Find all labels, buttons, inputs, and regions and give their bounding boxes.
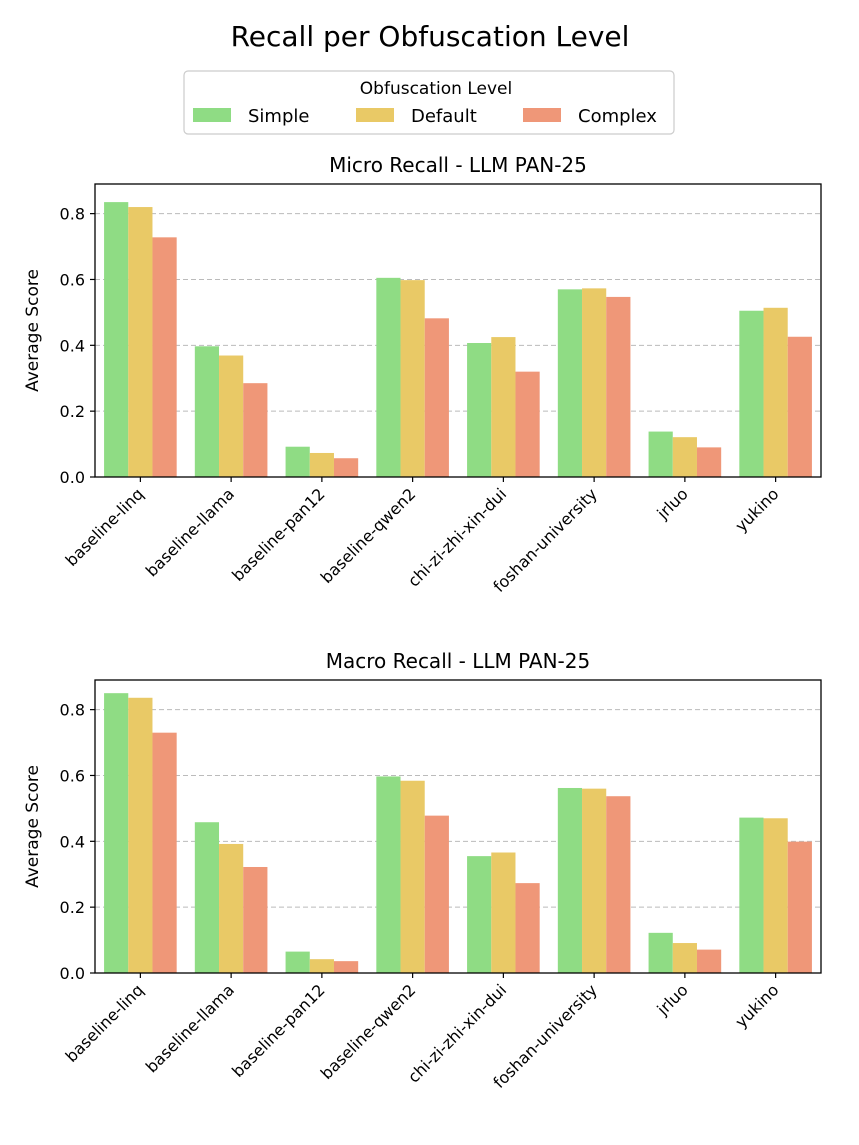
legend-swatch-default	[356, 108, 394, 122]
bar-simple-baseline-llama	[194, 822, 220, 973]
legend-label-default: Default	[411, 106, 477, 127]
legend-entry-default: Default	[356, 106, 477, 127]
bar-default-baseline-qwen2	[400, 280, 425, 477]
x-tick-label-baseline-pan12: baseline-pan12	[228, 484, 329, 585]
bar-simple-baseline-qwen2	[376, 776, 401, 973]
x-tick-label-baseline-pan12: baseline-pan12	[228, 980, 329, 1081]
bar-simple-jrluo	[648, 431, 673, 477]
legend-label-complex: Complex	[578, 106, 657, 127]
x-tick-label-jrluo: jrluo	[653, 980, 692, 1019]
x-tick-label-yukino: yukino	[731, 980, 782, 1031]
bar-simple-jrluo	[648, 932, 673, 973]
x-tick-label-jrluo: jrluo	[653, 484, 692, 523]
legend-swatch-simple	[193, 108, 231, 122]
bar-default-baseline-linq	[128, 697, 153, 973]
bar-default-yukino	[763, 818, 788, 973]
bar-simple-baseline-pan12	[285, 446, 310, 477]
plot-frame	[94, 679, 822, 974]
bar-complex-baseline-llama	[243, 866, 268, 973]
x-tick-label-baseline-qwen2: baseline-qwen2	[317, 980, 420, 1083]
bar-simple-baseline-linq	[104, 693, 129, 973]
bar-complex-baseline-llama	[243, 383, 268, 477]
macro-recall-chart: Macro Recall - LLM PAN-25 0.0 0.2 0.4 0.6 0.8…	[23, 649, 822, 1092]
legend-label-simple: Simple	[248, 106, 309, 127]
bar-default-chi-zi-zhi-xin-dui	[491, 337, 516, 477]
x-tick-label-chi-zi-zhi-xin-dui: chi-zi-zhi-xin-dui	[404, 484, 510, 590]
bar-simple-chi-zi-zhi-xin-dui	[467, 343, 492, 477]
bar-default-baseline-pan12	[309, 452, 334, 477]
y-tick-label: 0.8	[60, 205, 85, 224]
legend-title: Obfuscation Level	[360, 79, 512, 99]
y-axis-label: Average Score	[23, 269, 43, 392]
bar-complex-baseline-pan12	[333, 961, 359, 973]
x-tick-label-baseline-llama: baseline-llama	[142, 980, 238, 1076]
bar-simple-foshan-university	[557, 787, 583, 973]
bar-complex-yukino	[787, 841, 812, 973]
y-tick-label: 0.8	[60, 701, 85, 720]
y-tick-label: 0.6	[60, 766, 85, 785]
x-tick-label-baseline-linq: baseline-linq	[62, 484, 148, 570]
bar-complex-jrluo	[696, 949, 722, 973]
bar-default-foshan-university	[582, 788, 607, 973]
bar-complex-baseline-qwen2	[424, 318, 449, 477]
y-tick-label: 0.6	[60, 270, 85, 289]
micro-recall-chart: Micro Recall - LLM PAN-25 0.0 0.2 0.4 0.6 0.8…	[23, 153, 822, 596]
bar-default-baseline-llama	[219, 843, 244, 973]
chart-title: Micro Recall - LLM PAN-25	[329, 153, 587, 177]
bar-complex-jrluo	[696, 447, 722, 477]
bar-default-jrluo	[672, 437, 697, 477]
y-tick-label: 0.2	[60, 402, 85, 421]
y-tick-label: 0.4	[60, 336, 85, 355]
bar-simple-foshan-university	[557, 289, 583, 477]
bar-simple-yukino	[739, 817, 764, 973]
x-tick-label-baseline-qwen2: baseline-qwen2	[317, 484, 420, 587]
x-tick-label-chi-zi-zhi-xin-dui: chi-zi-zhi-xin-dui	[404, 980, 510, 1086]
bar-complex-foshan-university	[606, 796, 631, 973]
bar-default-baseline-pan12	[309, 959, 334, 973]
bar-complex-chi-zi-zhi-xin-dui	[515, 883, 540, 973]
y-tick-label: 0.0	[60, 468, 85, 487]
bar-simple-baseline-pan12	[285, 951, 310, 973]
bar-complex-baseline-linq	[152, 237, 177, 477]
x-tick-label-baseline-llama: baseline-llama	[142, 484, 238, 580]
figure-title: Recall per Obfuscation Level	[231, 20, 630, 53]
y-tick-label: 0.2	[60, 898, 85, 917]
bar-complex-baseline-pan12	[333, 458, 359, 477]
y-axis-label: Average Score	[23, 765, 43, 888]
bar-simple-chi-zi-zhi-xin-dui	[467, 856, 492, 973]
bar-default-baseline-qwen2	[400, 780, 425, 973]
bar-simple-baseline-qwen2	[376, 277, 401, 477]
bar-complex-baseline-linq	[152, 732, 177, 973]
plot-frame	[94, 183, 822, 478]
bar-complex-foshan-university	[606, 296, 631, 477]
x-tick-label-baseline-linq: baseline-linq	[62, 980, 148, 1066]
bar-default-chi-zi-zhi-xin-dui	[491, 852, 516, 973]
bar-default-yukino	[763, 307, 788, 477]
bar-default-baseline-llama	[219, 355, 244, 477]
bar-default-jrluo	[672, 943, 697, 973]
bar-simple-baseline-llama	[194, 346, 220, 477]
legend-entry-complex: Complex	[523, 106, 657, 127]
bar-complex-chi-zi-zhi-xin-dui	[515, 371, 540, 477]
bar-simple-baseline-linq	[104, 202, 129, 477]
y-tick-label: 0.0	[60, 964, 85, 983]
bar-complex-baseline-qwen2	[424, 815, 449, 973]
chart-title: Macro Recall - LLM PAN-25	[326, 649, 590, 673]
bar-default-foshan-university	[582, 288, 607, 477]
bar-simple-yukino	[739, 310, 764, 477]
x-tick-label-yukino: yukino	[731, 484, 782, 535]
legend-entry-simple: Simple	[193, 106, 309, 127]
bar-complex-yukino	[787, 336, 812, 477]
y-tick-label: 0.4	[60, 832, 85, 851]
legend: Obfuscation Level Simple Default Complex	[183, 70, 675, 135]
legend-swatch-complex	[523, 108, 561, 122]
bar-default-baseline-linq	[128, 207, 153, 478]
